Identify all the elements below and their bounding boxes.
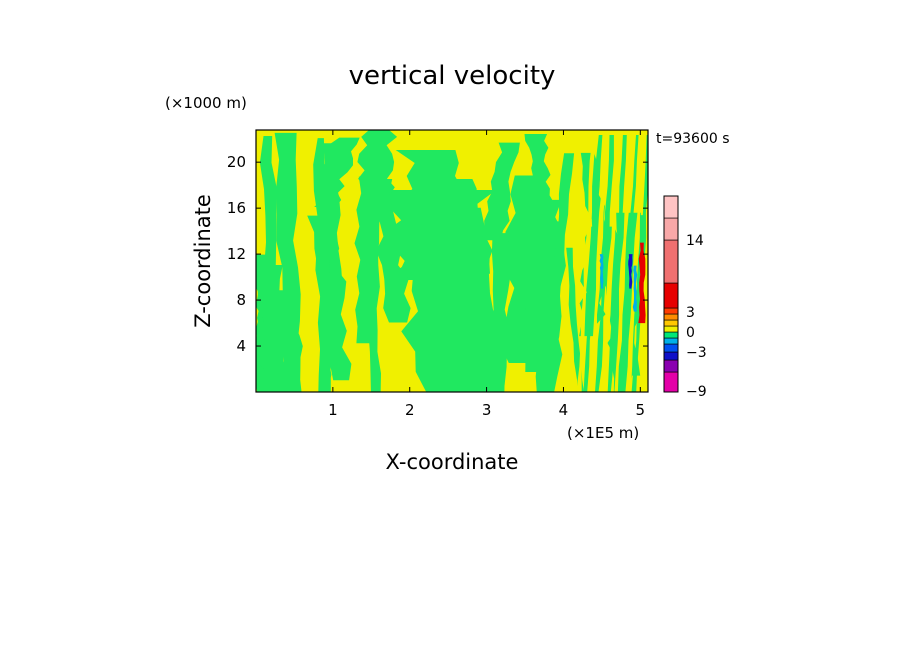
heatmap-regions (256, 130, 648, 392)
colorbar-swatch (663, 319, 679, 327)
contour-region (632, 265, 638, 312)
y-axis-label: Z-coordinate (191, 194, 215, 328)
colorbar-swatch (663, 371, 679, 393)
contour-region (354, 176, 380, 344)
colorbar-swatch (663, 282, 679, 309)
chart-title: vertical velocity (349, 61, 556, 91)
contour-region (525, 199, 564, 372)
y-unit-label: (×1000 m) (165, 94, 247, 112)
colorbar-swatch (663, 307, 679, 315)
y-tick-label: 8 (236, 291, 246, 309)
contour-region (576, 135, 596, 392)
colorbar-swatch (663, 359, 679, 373)
contour-region (369, 179, 411, 323)
contour-region (599, 254, 604, 289)
y-tick-label: 16 (227, 199, 246, 217)
x-tick-label: 1 (328, 401, 338, 419)
contour-region (274, 132, 301, 392)
colorbar-tick-label: 0 (686, 325, 695, 341)
contour-region (583, 135, 603, 392)
x-tick-label: 4 (559, 401, 569, 419)
x-unit-label: (×1E5 m) (567, 424, 639, 442)
x-axis-label: X-coordinate (386, 450, 519, 474)
x-tick-label: 3 (482, 401, 492, 419)
contour-region (319, 311, 337, 392)
y-tick-label: 4 (236, 337, 246, 355)
colorbar-swatch (663, 343, 679, 353)
colorbar-tick-label: −9 (686, 384, 707, 400)
colorbar-swatch (663, 331, 679, 339)
contour-region (638, 242, 646, 324)
contour-region (461, 207, 502, 392)
x-tick-label: 2 (405, 401, 415, 419)
x-axis: 1 2 3 4 5 (328, 130, 645, 419)
plot-frame (255, 129, 649, 393)
colorbar-tick-label: −3 (686, 345, 707, 361)
contour-region (602, 135, 621, 392)
contour-region (614, 135, 632, 392)
colorbar-swatch (663, 325, 679, 333)
colorbar-swatch (663, 239, 679, 284)
contour-region (481, 142, 520, 241)
colorbar-tick-label: 14 (686, 233, 704, 249)
colorbar-swatch (663, 313, 679, 321)
contour-region (589, 135, 609, 392)
y-axis: 4 8 12 16 20 (227, 153, 648, 355)
y-tick-label: 12 (227, 245, 246, 263)
x-tick-label: 5 (636, 401, 646, 419)
contour-region (546, 153, 575, 358)
colorbar: 14 3 0 −3 −9 (663, 195, 707, 400)
heatmap-field (256, 130, 648, 392)
colorbar-swatch (663, 351, 679, 361)
colorbar-swatch (663, 337, 679, 345)
contour-region (625, 135, 646, 392)
colorbar-frame (663, 195, 679, 393)
contour-region (524, 134, 554, 203)
colorbar-swatch (663, 195, 679, 219)
contour-region (416, 205, 438, 370)
contour-region (628, 254, 633, 289)
contour-region (566, 247, 585, 392)
contour-region (595, 135, 614, 392)
time-label: t=93600 s (656, 131, 730, 147)
contour-region (259, 136, 277, 392)
contour-region (607, 135, 627, 392)
y-tick-label: 20 (227, 153, 246, 171)
colorbar-swatch (663, 217, 679, 241)
colorbar-tick-label: 3 (686, 305, 695, 321)
